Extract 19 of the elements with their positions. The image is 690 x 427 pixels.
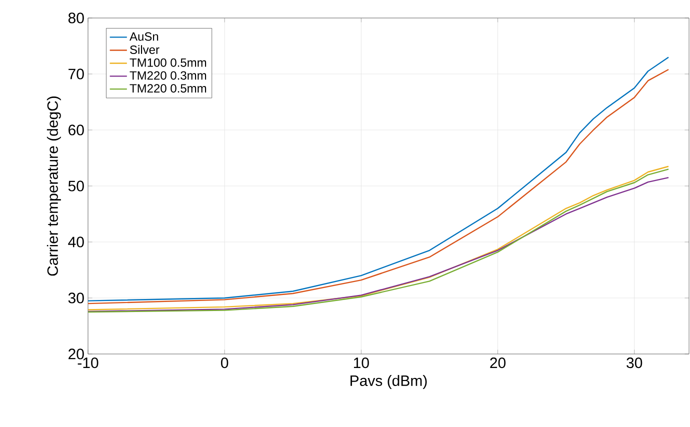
- x-tick-label: 0: [221, 358, 228, 368]
- legend-label: TM100 0.5mm: [130, 58, 206, 67]
- x-tick-label: 20: [490, 358, 506, 368]
- x-tick-label: 10: [354, 358, 369, 368]
- x-tick-label: -10: [78, 358, 98, 368]
- legend-label: Silver: [130, 45, 160, 54]
- y-tick-label: 50: [68, 180, 84, 192]
- y-tick-label: 60: [68, 124, 84, 136]
- x-tick-label: 30: [626, 358, 642, 368]
- y-axis-title: Carrier temperature (degC): [46, 96, 61, 276]
- legend-label: TM220 0.3mm: [130, 71, 206, 80]
- legend-label: AuSn: [130, 32, 158, 41]
- y-tick-label: 40: [68, 236, 84, 248]
- legend-label: TM220 0.5mm: [130, 84, 206, 93]
- y-tick-label: 70: [68, 68, 84, 80]
- y-tick-label: 20: [68, 348, 84, 360]
- y-tick-label: 80: [68, 12, 84, 24]
- x-axis-title: Pavs (dBm): [350, 375, 427, 389]
- y-tick-label: 30: [68, 292, 84, 304]
